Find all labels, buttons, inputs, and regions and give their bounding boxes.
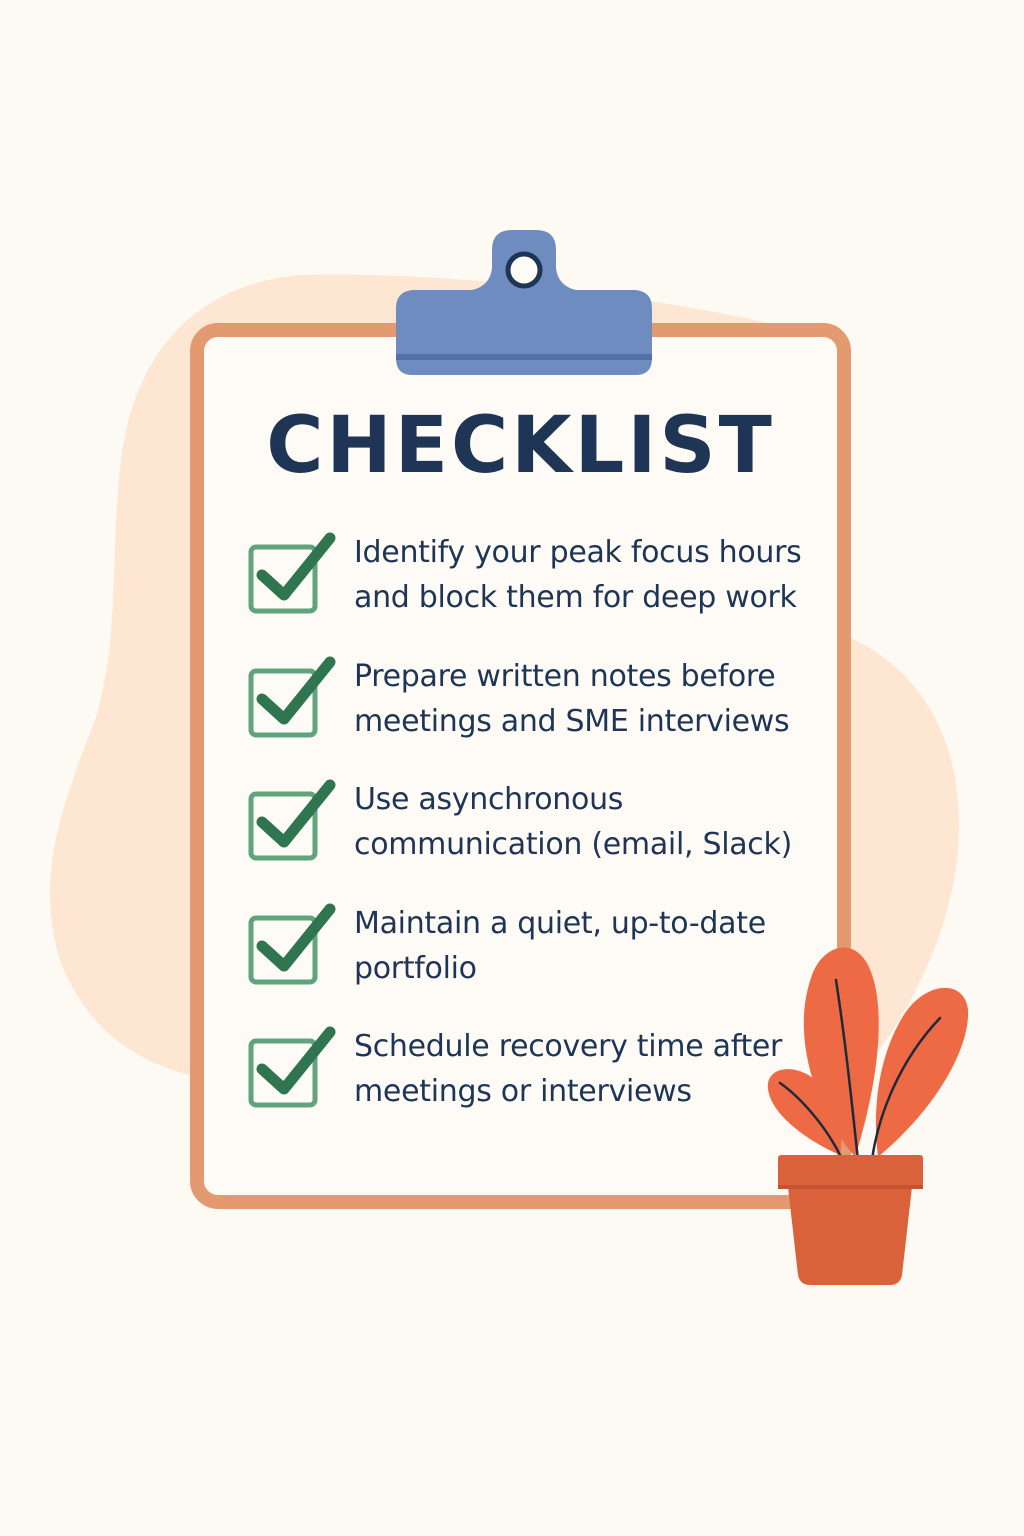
checklist-item-line: Prepare written notes before	[354, 658, 776, 694]
checkbox-checked-icon[interactable]	[248, 901, 336, 987]
checklist-item: Schedule recovery time after meetings or…	[248, 1024, 828, 1148]
checkbox-checked-icon[interactable]	[248, 777, 336, 863]
checklist: Identify your peak focus hours and block…	[248, 530, 828, 1148]
checklist-item: Use asynchronous communication (email, S…	[248, 777, 828, 901]
checklist-item-line: communication (email, Slack)	[354, 827, 792, 862]
checklist-item-line: Maintain a quiet, up-to-date	[354, 905, 766, 941]
checklist-item: Identify your peak focus hours and block…	[248, 530, 828, 654]
potted-plant-icon	[767, 947, 969, 1285]
checklist-item-line: portfolio	[354, 950, 477, 986]
checklist-item-line: Use asynchronous	[354, 782, 624, 817]
checklist-item-line: Schedule recovery time after	[354, 1029, 783, 1064]
checklist-item-text: Prepare written notes before meetings an…	[354, 654, 834, 744]
checklist-item-line: meetings and SME interviews	[354, 703, 790, 739]
checklist-item: Prepare written notes before meetings an…	[248, 654, 828, 778]
checkbox-checked-icon[interactable]	[248, 654, 336, 740]
checklist-item-line: and block them for deep work	[354, 580, 797, 615]
checklist-item-line: Identify your peak focus hours	[354, 535, 802, 570]
checkbox-checked-icon[interactable]	[248, 530, 336, 616]
page-title: CHECKLIST	[266, 401, 775, 491]
checklist-item-line: meetings or interviews	[354, 1074, 692, 1109]
checklist-item-text: Identify your peak focus hours and block…	[354, 530, 834, 620]
checklist-item-text: Schedule recovery time after meetings or…	[354, 1024, 834, 1114]
checklist-item-text: Maintain a quiet, up-to-date portfolio	[354, 901, 834, 991]
checklist-item-text: Use asynchronous communication (email, S…	[354, 777, 834, 867]
checkbox-checked-icon[interactable]	[248, 1024, 336, 1110]
checklist-item: Maintain a quiet, up-to-date portfolio	[248, 901, 828, 1025]
clipboard-clip-icon	[396, 230, 652, 375]
